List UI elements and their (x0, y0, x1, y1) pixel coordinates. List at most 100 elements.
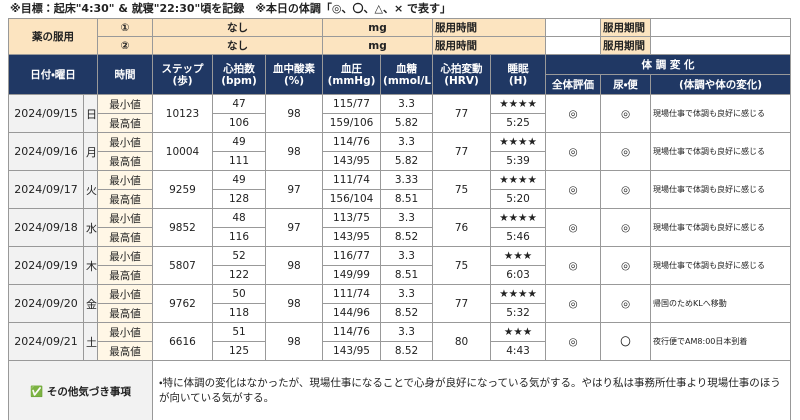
row: 最高値 106 159/106 5.82 5:25 (9, 113, 791, 133)
bp-max: 143/95 (322, 341, 382, 361)
weekday: 水 (83, 208, 98, 247)
overall: ◎ (545, 94, 602, 133)
sleep-stars: ★★★★ (490, 170, 547, 190)
urine: 〇 (600, 322, 652, 361)
col-bp-line: 血圧 (341, 62, 363, 75)
spo2: 97 (264, 170, 324, 209)
col-steps-line: (歩) (172, 74, 193, 87)
urine: ◎ (600, 208, 652, 247)
hr-max: 111 (212, 151, 266, 171)
hr-min: 49 (212, 170, 266, 190)
time-max: 最高値 (97, 151, 153, 171)
glucose-max: 8.52 (380, 227, 434, 247)
col-spo2: 血中酸素 (%) (264, 54, 324, 95)
row: 最高値 111 143/95 5.82 5:39 (9, 151, 791, 171)
sleep-stars: ★★★★ (490, 208, 547, 228)
med-no: ② (97, 36, 153, 55)
col-glucose-line: (mmol/L) (383, 74, 433, 87)
footer-text: ・特に体調の変化はなかったが、現場仕事になることで心身が良好になっている気がする… (151, 360, 792, 420)
col-hr: 心拍数 (bpm) (212, 54, 266, 95)
date: 2024/09/18 (8, 208, 84, 247)
steps: 9259 (152, 170, 213, 209)
bp-max: 143/95 (322, 227, 382, 247)
hr-max: 122 (212, 265, 266, 285)
date: 2024/09/16 (8, 132, 84, 171)
health-table: 薬の服用 ① なし mg 服用時間 服用期間 ② なし mg 服用時間 服用期間 日付・曜日 時間 ステッ… (8, 18, 792, 420)
glucose-min: 3.3 (380, 132, 434, 152)
date: 2024/09/19 (8, 246, 84, 285)
col-bp-line: (mmHg) (327, 74, 376, 87)
time-max: 最高値 (97, 113, 153, 133)
steps: 10123 (152, 94, 213, 133)
steps: 10004 (152, 132, 213, 171)
row: 最高値 125 143/95 8.52 4:43 (9, 341, 791, 361)
hr-max: 106 (212, 113, 266, 133)
col-sleep-line: 睡眠 (507, 62, 529, 75)
glucose-min: 3.3 (380, 208, 434, 228)
spo2: 97 (264, 208, 324, 247)
row: 2024/09/20 金最小値 9762 50 98 111/74 3.3 77 ★★★★ ◎ ◎ 帰… (8, 284, 792, 323)
col-spo2-line: 血中酸素 (273, 62, 316, 75)
med-period-label: 服用期間 (600, 36, 652, 55)
bp-min: 116/77 (322, 246, 382, 266)
row: 薬の服用 ① なし mg 服用時間 服用期間 (8, 18, 792, 55)
med-time-label: 服用時間 (432, 36, 547, 55)
med-unit: mg (322, 18, 434, 37)
urine: ◎ (600, 284, 652, 323)
row: ② なし mg 服用時間 服用期間 (9, 36, 792, 55)
sleep-stars: ★★★★ (490, 132, 547, 152)
overall: ◎ (545, 132, 602, 171)
glucose-min: 3.33 (380, 170, 434, 190)
glucose-min: 3.3 (380, 94, 434, 114)
spo2: 98 (264, 284, 324, 323)
urine: ◎ (600, 170, 652, 209)
col-hr-line: (bpm) (221, 74, 257, 87)
hr-max: 118 (212, 303, 266, 323)
med-name: なし (151, 18, 324, 37)
sleep-stars: ★★★ (490, 322, 547, 342)
time-min: 最小値 (97, 284, 153, 304)
note: 現場仕事で体調も良好に感じる (650, 208, 792, 247)
date: 2024/09/15 (8, 94, 84, 133)
hrv: 75 (432, 246, 492, 285)
med-period-label: 服用期間 (600, 18, 652, 37)
weekday: 金 (83, 284, 98, 323)
sleep-time: 5:25 (490, 113, 547, 133)
col-glucose: 血糖 (mmol/L) (380, 54, 434, 95)
overall: ◎ (545, 246, 602, 285)
bp-min: 111/74 (322, 170, 382, 190)
row: 最高値 118 144/96 8.52 5:32 (9, 303, 791, 323)
overall: ◎ (545, 322, 602, 361)
sleep-time: 4:43 (490, 341, 547, 361)
hr-max: 128 (212, 189, 266, 209)
row: 最高値 116 143/95 8.52 5:46 (9, 227, 791, 247)
note: 夜行便でAM8:00日本到着 (650, 322, 792, 361)
time-min: 最小値 (97, 246, 153, 266)
note: 帰国のためKLへ移動 (650, 284, 792, 323)
date: 2024/09/21 (8, 322, 84, 361)
col-hrv-line: (HRV) (444, 74, 479, 87)
note: 現場仕事で体調も良好に感じる (650, 132, 792, 171)
bp-min: 113/75 (322, 208, 382, 228)
col-hr-line: 心拍数 (223, 62, 255, 75)
bp-min: 114/76 (322, 132, 382, 152)
col-urine: 尿・便 (600, 74, 652, 95)
row: 2024/09/16 月最小値 10004 49 98 114/76 3.3 77 ★★★★ ◎ ◎… (8, 132, 792, 171)
sleep-time: 5:39 (490, 151, 547, 171)
weekday: 火 (83, 170, 98, 209)
hrv: 77 (432, 284, 492, 323)
sleep-time: 5:20 (490, 189, 547, 209)
weekday: 土 (83, 322, 98, 361)
urine: ◎ (600, 132, 652, 171)
weekday: 木 (83, 246, 98, 285)
med-period-value (650, 36, 792, 55)
weekday: 月 (83, 132, 98, 171)
bp-min: 115/77 (322, 94, 382, 114)
urine: ◎ (600, 246, 652, 285)
bp-min: 114/76 (322, 322, 382, 342)
time-max: 最高値 (97, 341, 153, 361)
time-min: 最小値 (97, 322, 153, 342)
steps: 9852 (152, 208, 213, 247)
time-min: 最小値 (97, 208, 153, 228)
glucose-max: 5.82 (380, 113, 434, 133)
